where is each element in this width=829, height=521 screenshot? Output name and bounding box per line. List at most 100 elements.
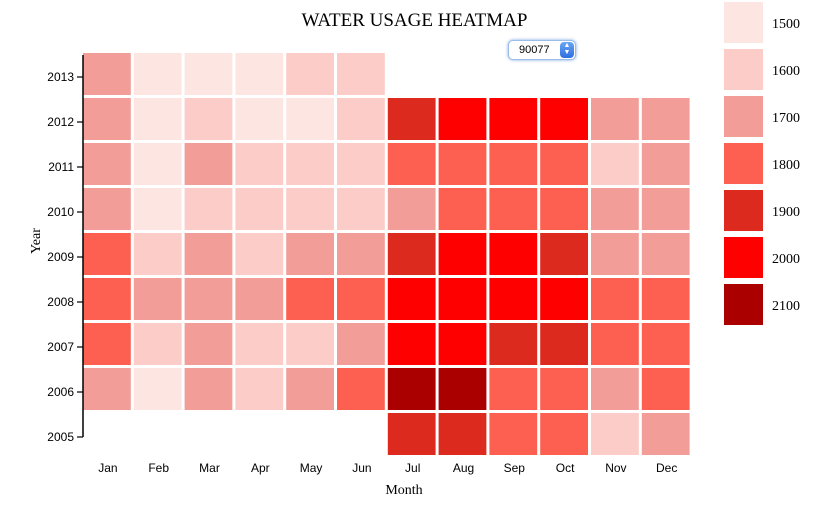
chart-title: WATER USAGE HEATMAP — [301, 10, 528, 31]
legend-label-1900: 1900 — [772, 205, 800, 220]
heatmap-cell-2011-Dec — [641, 143, 690, 185]
heatmap-cell-2011-Jun — [337, 143, 385, 185]
x-tick-label-Oct: Oct — [556, 461, 575, 475]
heatmap-cell-2010-Feb — [133, 188, 182, 230]
heatmap-cell-2009-Jan — [83, 233, 131, 275]
heatmap-cell-2013-Mar — [184, 53, 233, 95]
x-tick-label-Sep: Sep — [504, 461, 526, 475]
heatmap-cell-2009-Feb — [133, 233, 182, 275]
heatmap-cell-2008-Dec — [641, 278, 690, 320]
heatmap-cell-2010-Aug — [438, 188, 487, 230]
heatmap-cell-2012-Mar — [184, 98, 233, 140]
heatmap-cell-2007-Feb — [133, 323, 182, 365]
y-tick-label-2007: 2007 — [47, 340, 74, 354]
heatmap-cell-2010-Jul — [387, 188, 436, 230]
legend-swatch-1800 — [724, 143, 763, 184]
zip-code-value: 90077 — [519, 44, 550, 56]
heatmap-cell-2008-Jun — [337, 278, 385, 320]
y-tick-label-2006: 2006 — [47, 385, 74, 399]
y-tick-label-2009: 2009 — [47, 250, 74, 264]
heatmap-cell-2012-Apr — [235, 98, 284, 140]
heatmap-cell-2006-May — [286, 368, 334, 410]
heatmap-cell-2008-Nov — [591, 278, 639, 320]
heatmap-cell-2012-Aug — [438, 98, 487, 140]
heatmap-cell-2012-Dec — [641, 98, 690, 140]
heatmap-cell-2008-Aug — [438, 278, 487, 320]
y-axis: 2013 2012 2011 2010 2009 2008 2007 2006 2005 — [47, 55, 84, 444]
heatmap-cell-2006-Jul — [387, 368, 436, 410]
heatmap-cell-2006-Nov — [591, 368, 639, 410]
x-tick-label-Dec: Dec — [656, 461, 677, 475]
y-tick-label-2012: 2012 — [47, 115, 74, 129]
heatmap-cell-2011-Aug — [438, 143, 487, 185]
heatmap-cell-2005-Jul — [387, 413, 436, 455]
heatmap-cell-2013-May — [286, 53, 334, 95]
heatmap-cells — [83, 53, 690, 455]
heatmap-cell-2012-Nov — [591, 98, 639, 140]
legend-swatch-1700 — [724, 96, 763, 137]
legend: 1500 1600 1700 1800 1900 2000 2100 — [724, 2, 800, 325]
heatmap-cell-2009-Apr — [235, 233, 284, 275]
legend-label-2100: 2100 — [772, 299, 800, 314]
heatmap-cell-2006-Dec — [641, 368, 690, 410]
heatmap-cell-2005-Nov — [591, 413, 639, 455]
legend-swatch-1500 — [724, 2, 763, 43]
legend-swatch-2000 — [724, 237, 763, 278]
legend-label-2000: 2000 — [772, 252, 800, 267]
zip-code-select[interactable]: 90077 ▲ ▼ — [508, 40, 576, 60]
heatmap-cell-2012-Feb — [133, 98, 182, 140]
heatmap-cell-2010-Oct — [540, 188, 588, 230]
heatmap-cell-2008-Mar — [184, 278, 233, 320]
x-axis: Jan Feb Mar Apr May Jun Jul Aug Sep Oct Nov Dec — [98, 461, 677, 475]
x-tick-label-Aug: Aug — [453, 461, 474, 475]
heatmap-cell-2008-Jul — [387, 278, 436, 320]
legend-swatch-1600 — [724, 49, 763, 90]
heatmap-cell-2009-Dec — [641, 233, 690, 275]
heatmap-cell-2007-Mar — [184, 323, 233, 365]
legend-swatch-2100 — [724, 284, 763, 325]
x-tick-label-Feb: Feb — [148, 461, 169, 475]
heatmap-cell-2012-Oct — [540, 98, 588, 140]
heatmap-cell-2010-May — [286, 188, 334, 230]
y-tick-label-2013: 2013 — [47, 70, 74, 84]
heatmap-cell-2008-Apr — [235, 278, 284, 320]
heatmap-cell-2011-Jul — [387, 143, 436, 185]
heatmap-cell-2008-Feb — [133, 278, 182, 320]
x-tick-label-Nov: Nov — [605, 461, 626, 475]
heatmap-cell-2009-Oct — [540, 233, 588, 275]
heatmap-cell-2009-Jun — [337, 233, 385, 275]
heatmap-cell-2011-Jan — [83, 143, 131, 185]
heatmap-cell-2011-Apr — [235, 143, 284, 185]
heatmap-cell-2011-Nov — [591, 143, 639, 185]
heatmap-cell-2006-Aug — [438, 368, 487, 410]
select-arrows-icon: ▲ ▼ — [560, 42, 574, 58]
y-tick-label-2005: 2005 — [47, 430, 74, 444]
heatmap-cell-2005-Dec — [641, 413, 690, 455]
heatmap-cell-2009-Jul — [387, 233, 436, 275]
x-tick-label-Jan: Jan — [98, 461, 117, 475]
heatmap-cell-2007-Jan — [83, 323, 131, 365]
heatmap-cell-2007-Aug — [438, 323, 487, 365]
heatmap-cell-2012-Jul — [387, 98, 436, 140]
heatmap-cell-2010-Sep — [489, 188, 538, 230]
y-tick-label-2010: 2010 — [47, 205, 74, 219]
heatmap-cell-2005-Aug — [438, 413, 487, 455]
heatmap-cell-2009-Sep — [489, 233, 538, 275]
heatmap-cell-2013-Jun — [337, 53, 385, 95]
heatmap-cell-2011-Oct — [540, 143, 588, 185]
heatmap-cell-2013-Apr — [235, 53, 284, 95]
heatmap-cell-2012-Jan — [83, 98, 131, 140]
x-tick-label-May: May — [300, 461, 323, 475]
heatmap-cell-2007-Oct — [540, 323, 588, 365]
heatmap-cell-2010-Nov — [591, 188, 639, 230]
heatmap-cell-2009-Aug — [438, 233, 487, 275]
heatmap-cell-2012-May — [286, 98, 334, 140]
heatmap-cell-2006-Feb — [133, 368, 182, 410]
heatmap-cell-2008-May — [286, 278, 334, 320]
heatmap-cell-2011-Mar — [184, 143, 233, 185]
heatmap-cell-2006-Jun — [337, 368, 385, 410]
heatmap-cell-2010-Dec — [641, 188, 690, 230]
heatmap-cell-2009-Mar — [184, 233, 233, 275]
x-axis-title: Month — [385, 483, 422, 498]
